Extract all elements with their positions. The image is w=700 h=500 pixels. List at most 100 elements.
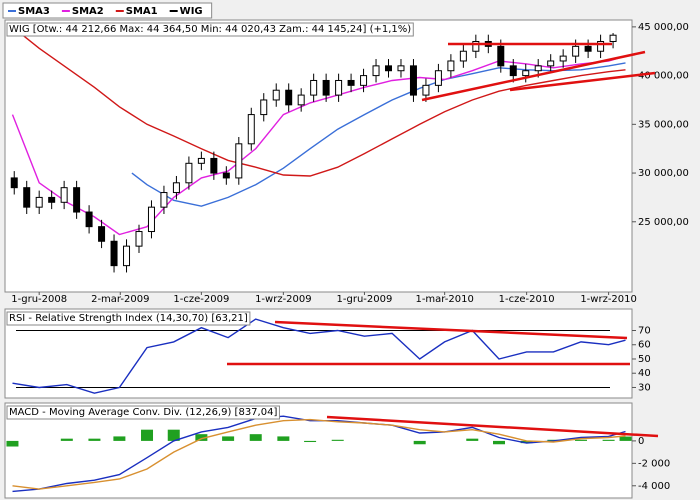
legend: SMA3 SMA2 SMA1 WIG [2, 2, 213, 19]
panel-title: MACD - Moving Average Conv. Div. (12,26,… [9, 407, 277, 418]
histogram-bar [520, 440, 533, 444]
panel-title: RSI - Relative Strength Index (14,30,70)… [9, 313, 248, 324]
candle-body [147, 206, 155, 233]
panel-title: WIG [Otw.: 44 212,66 Max: 44 364,50 Min:… [9, 24, 411, 35]
series-line [12, 26, 626, 177]
histogram-bar [574, 439, 587, 441]
candle-body [509, 65, 517, 77]
candle-body [497, 45, 505, 67]
histogram-bar [113, 436, 126, 441]
histogram-bar [466, 438, 479, 441]
trend-lines [227, 42, 659, 438]
candle-body [285, 89, 293, 106]
candle-body [547, 60, 555, 67]
histogram-bar [413, 440, 426, 445]
candle-body [10, 177, 18, 189]
y-tick-label: -2 000 [638, 458, 670, 469]
y-tick-label: 60 [638, 340, 651, 351]
x-tick-label: 1-wrz-2010 [580, 294, 637, 305]
candle-body [360, 75, 368, 86]
candle-body [572, 45, 580, 57]
candle-body [85, 211, 93, 228]
candle-body [409, 65, 417, 96]
histogram-bar [167, 429, 180, 441]
candle-body [210, 157, 218, 174]
candle-body [260, 99, 268, 116]
histogram-bar [141, 429, 154, 441]
histogram-bar [602, 439, 615, 441]
candle-body [73, 187, 81, 213]
legend-label: SMA2 [72, 6, 104, 17]
panel [4, 19, 633, 293]
histogram-bar [493, 440, 506, 445]
candle-body [335, 79, 343, 96]
candle-body [48, 196, 56, 203]
trend-line [274, 320, 628, 340]
candle-body [172, 182, 180, 194]
histogram-bar [60, 438, 73, 441]
trend-line [421, 50, 646, 102]
panel-title-box [6, 405, 280, 420]
x-tick-label: 1-wrz-2009 [255, 294, 312, 305]
candle-body [98, 226, 106, 242]
candle-body [247, 114, 255, 145]
candle-body [459, 50, 467, 62]
trend-line [509, 71, 656, 92]
series-line [131, 62, 626, 207]
histogram-bar [331, 439, 344, 441]
candle-body [447, 60, 455, 72]
histogram-bar [6, 440, 19, 447]
candle-body [584, 45, 592, 52]
x-tick-label: 1-gru-2008 [11, 294, 67, 305]
candle-body [385, 65, 393, 72]
legend-label: SMA3 [18, 6, 50, 17]
y-tick-label: 70 [638, 326, 651, 337]
candle-body [322, 79, 330, 96]
candle-body [123, 245, 131, 267]
candle-body [397, 65, 405, 72]
panel-title-box [6, 311, 251, 326]
x-tick-label: 1-cze-2010 [499, 294, 555, 305]
candle-body [372, 65, 380, 77]
histogram-bar [249, 434, 262, 441]
candle-body [422, 84, 430, 96]
y-tick-label: 25 000,00 [638, 217, 689, 228]
candle-body [272, 89, 280, 101]
candle-body [160, 192, 168, 208]
legend-label: SMA1 [126, 6, 158, 17]
y-tick-label: 35 000,00 [638, 119, 689, 130]
histogram-bar [222, 436, 235, 441]
candle-body [434, 70, 442, 86]
x-tick-label: 1-cze-2009 [173, 294, 229, 305]
candle-body [559, 55, 567, 62]
y-tick-label: 45 000,00 [638, 22, 689, 33]
series-line [12, 418, 626, 490]
histogram-bar [88, 438, 101, 441]
y-tick-label: 30 000,00 [638, 168, 689, 179]
candle-body [60, 187, 68, 203]
histogram-bar [304, 440, 317, 443]
y-tick-label: 40 000,00 [638, 71, 689, 82]
series-line [11, 55, 626, 236]
candle-body [347, 79, 355, 86]
legend-label: WIG [180, 6, 203, 17]
candle-body [110, 240, 118, 267]
legend-box [2, 2, 213, 19]
series-line [12, 318, 626, 394]
candle-body [185, 162, 193, 184]
y-tick-label: 50 [638, 354, 651, 365]
candle-body [135, 231, 143, 247]
candle-body [235, 143, 243, 179]
candle-body [297, 94, 305, 106]
x-tick-label: 1-mar-2010 [415, 294, 473, 305]
candle-body [35, 196, 43, 208]
candle-body [609, 34, 617, 42]
panel-title-box [6, 22, 414, 37]
candle-body [472, 40, 480, 52]
histogram-bar [619, 436, 632, 441]
candle-body [222, 172, 230, 179]
candle-body [197, 157, 205, 164]
x-tick-label: 2-mar-2009 [91, 294, 149, 305]
candle-body [534, 65, 542, 72]
